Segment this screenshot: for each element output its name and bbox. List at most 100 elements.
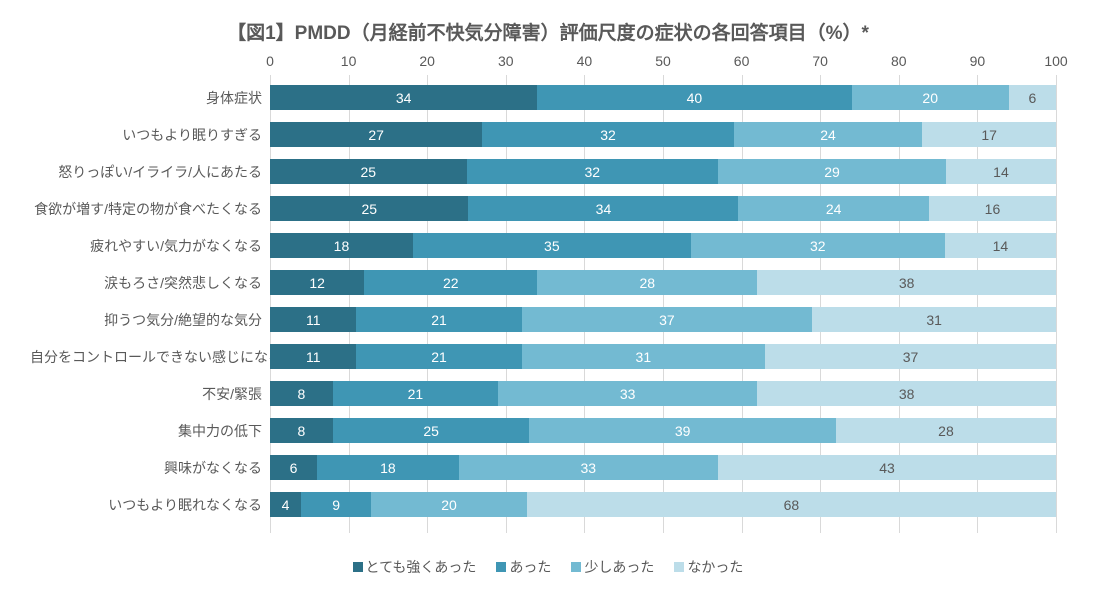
bar-category-label: 身体症状 — [30, 88, 270, 108]
bar-category-label: いつもより眠れなくなる — [30, 495, 270, 515]
bar-segment: 14 — [945, 233, 1056, 258]
bar-segment: 18 — [270, 233, 413, 258]
bar-category-label: 不安/緊張 — [30, 384, 270, 404]
bar-track: 11213731 — [270, 307, 1056, 332]
bar-segment: 17 — [922, 122, 1056, 147]
bar-row: いつもより眠りすぎる27322417 — [30, 116, 1056, 153]
gridline — [1056, 75, 1057, 533]
bar-category-label: 興味がなくなる — [30, 458, 270, 478]
bar-segment: 39 — [529, 418, 836, 443]
bars-area: 身体症状3440206いつもより眠りすぎる27322417怒りっぽい/イライラ/… — [30, 79, 1056, 533]
bar-segment: 24 — [734, 122, 923, 147]
bar-track: 6183343 — [270, 455, 1056, 480]
bar-row: 疲れやすい/気力がなくなる18353214 — [30, 227, 1056, 264]
bar-category-label: 自分をコントロールできない感じになる — [30, 347, 270, 367]
bar-category-label: 集中力の低下 — [30, 421, 270, 441]
bar-row: 不安/緊張8213338 — [30, 375, 1056, 412]
bar-track: 25322914 — [270, 159, 1056, 184]
bar-segment: 20 — [852, 85, 1009, 110]
legend-swatch — [496, 562, 506, 572]
bar-segment: 8 — [270, 381, 333, 406]
bar-segment: 18 — [317, 455, 458, 480]
bar-segment: 21 — [356, 344, 521, 369]
bar-segment: 27 — [270, 122, 482, 147]
legend-label: あった — [509, 557, 551, 577]
bar-category-label: 涙もろさ/突然悲しくなる — [30, 273, 270, 293]
bar-track: 18353214 — [270, 233, 1056, 258]
bar-segment: 16 — [929, 196, 1056, 221]
legend-item: 少しあった — [571, 557, 654, 577]
bar-segment: 43 — [718, 455, 1056, 480]
bar-segment: 20 — [371, 492, 527, 517]
bar-segment: 40 — [537, 85, 851, 110]
bar-segment: 14 — [946, 159, 1056, 184]
bar-track: 27322417 — [270, 122, 1056, 147]
x-tick-label: 90 — [970, 53, 986, 69]
bar-track: 3440206 — [270, 85, 1056, 110]
bar-row: 怒りっぽい/イライラ/人にあたる25322914 — [30, 153, 1056, 190]
x-tick-label: 60 — [734, 53, 750, 69]
bar-segment: 32 — [482, 122, 734, 147]
x-tick-label: 100 — [1044, 53, 1067, 69]
bar-segment: 21 — [356, 307, 521, 332]
bar-track: 8213338 — [270, 381, 1056, 406]
bar-category-label: 怒りっぽい/イライラ/人にあたる — [30, 162, 270, 182]
bar-segment: 38 — [757, 381, 1056, 406]
bar-segment: 11 — [270, 344, 356, 369]
legend-swatch — [674, 562, 684, 572]
bar-track: 492068 — [270, 492, 1056, 517]
legend-item: とても強くあった — [353, 557, 477, 577]
bar-category-label: いつもより眠りすぎる — [30, 125, 270, 145]
bar-segment: 37 — [765, 344, 1056, 369]
legend-swatch — [353, 562, 363, 572]
x-tick-label: 70 — [812, 53, 828, 69]
bar-track: 25342416 — [270, 196, 1056, 221]
bar-segment: 37 — [522, 307, 813, 332]
x-tick-label: 20 — [419, 53, 435, 69]
legend-item: なかった — [674, 557, 743, 577]
bar-segment: 25 — [333, 418, 530, 443]
bar-segment: 4 — [270, 492, 301, 517]
bar-segment: 28 — [537, 270, 757, 295]
bar-row: 食欲が増す/特定の物が食べたくなる25342416 — [30, 190, 1056, 227]
bar-segment: 29 — [718, 159, 946, 184]
bar-segment: 38 — [757, 270, 1056, 295]
x-tick-label: 50 — [655, 53, 671, 69]
bar-segment: 8 — [270, 418, 333, 443]
bar-segment: 12 — [270, 270, 364, 295]
bar-segment: 31 — [522, 344, 766, 369]
legend-item: あった — [496, 557, 551, 577]
plot-area: 0102030405060708090100 身体症状3440206いつもより眠… — [30, 53, 1066, 533]
bar-row: 自分をコントロールできない感じになる11213137 — [30, 338, 1056, 375]
legend-label: とても強くあった — [366, 557, 477, 577]
bar-category-label: 抑うつ気分/絶望的な気分 — [30, 310, 270, 330]
bar-segment: 25 — [270, 196, 468, 221]
bar-row: 集中力の低下8253928 — [30, 412, 1056, 449]
chart-title: 【図1】PMDD（月経前不快気分障害）評価尺度の症状の各回答項目（%）* — [30, 18, 1066, 45]
bar-row: 抑うつ気分/絶望的な気分11213731 — [30, 301, 1056, 338]
bar-segment: 32 — [691, 233, 945, 258]
x-tick-label: 80 — [891, 53, 907, 69]
bar-row: 涙もろさ/突然悲しくなる12222838 — [30, 264, 1056, 301]
bar-row: いつもより眠れなくなる492068 — [30, 486, 1056, 523]
bar-segment: 33 — [459, 455, 718, 480]
bar-segment: 34 — [270, 85, 537, 110]
bar-segment: 24 — [738, 196, 929, 221]
bar-segment: 33 — [498, 381, 757, 406]
bar-track: 11213137 — [270, 344, 1056, 369]
bar-segment: 35 — [413, 233, 691, 258]
x-tick-label: 10 — [341, 53, 357, 69]
bar-segment: 6 — [1009, 85, 1056, 110]
bar-track: 12222838 — [270, 270, 1056, 295]
x-tick-label: 30 — [498, 53, 514, 69]
bar-category-label: 疲れやすい/気力がなくなる — [30, 236, 270, 256]
legend-label: 少しあった — [584, 557, 654, 577]
bar-segment: 21 — [333, 381, 498, 406]
bar-segment: 28 — [836, 418, 1056, 443]
bar-segment: 68 — [527, 492, 1056, 517]
bar-track: 8253928 — [270, 418, 1056, 443]
bar-category-label: 食欲が増す/特定の物が食べたくなる — [30, 199, 270, 219]
bar-row: 興味がなくなる6183343 — [30, 449, 1056, 486]
bar-row: 身体症状3440206 — [30, 79, 1056, 116]
legend-label: なかった — [687, 557, 743, 577]
